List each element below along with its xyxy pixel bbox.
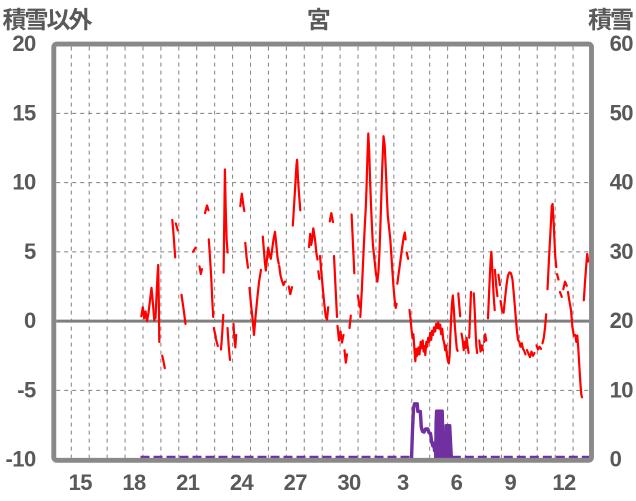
svg-text:-5: -5: [17, 377, 36, 402]
svg-text:12: 12: [552, 470, 576, 495]
svg-text:3: 3: [397, 470, 409, 495]
svg-text:18: 18: [122, 470, 146, 495]
svg-text:15: 15: [12, 100, 36, 125]
svg-text:40: 40: [610, 170, 634, 195]
svg-text:10: 10: [610, 377, 634, 402]
svg-text:30: 30: [337, 470, 361, 495]
svg-text:24: 24: [230, 470, 255, 495]
svg-text:10: 10: [12, 170, 36, 195]
svg-text:20: 20: [12, 31, 36, 56]
svg-text:0: 0: [610, 447, 622, 472]
svg-text:-10: -10: [6, 447, 36, 472]
svg-text:50: 50: [610, 100, 634, 125]
svg-text:27: 27: [284, 470, 308, 495]
svg-text:60: 60: [610, 31, 634, 56]
svg-text:30: 30: [610, 239, 634, 264]
svg-text:5: 5: [24, 239, 36, 264]
svg-text:21: 21: [176, 470, 200, 495]
svg-text:6: 6: [451, 470, 463, 495]
svg-text:0: 0: [24, 308, 36, 333]
svg-text:20: 20: [610, 308, 634, 333]
svg-text:9: 9: [504, 470, 516, 495]
svg-text:15: 15: [69, 470, 93, 495]
